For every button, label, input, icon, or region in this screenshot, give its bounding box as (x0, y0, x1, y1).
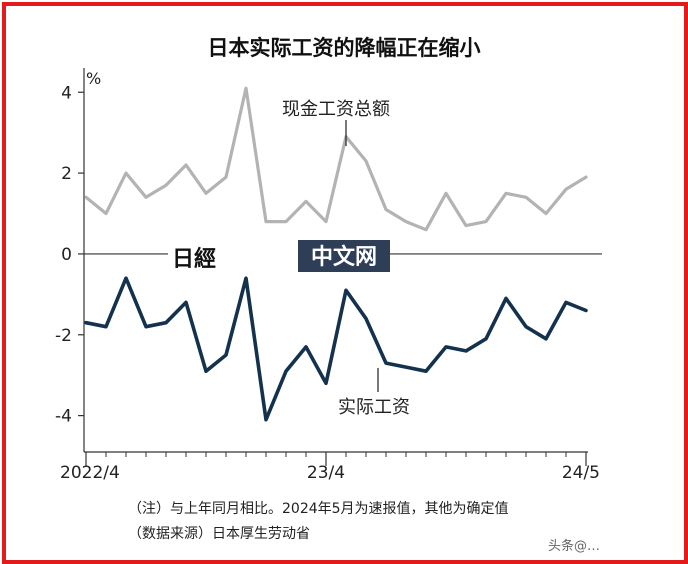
chart-title: 日本实际工资的降幅正在缩小 (208, 36, 481, 60)
logo: 日經 中文网 (168, 239, 390, 273)
series-line-real-wages (84, 276, 588, 422)
logo-cn-text: 中文网 (311, 244, 377, 270)
logo-badge (298, 240, 390, 272)
y-tick-label: -4 (55, 407, 72, 427)
note-line-1: （注）与上年同月相比。2024年5月为速报值，其他为确定值 (128, 501, 509, 517)
y-tick-label: 2 (61, 164, 72, 184)
series-lines (84, 86, 588, 422)
series-label-real-wages: 实际工资 (338, 397, 410, 418)
logo-jp-text: 日經 (172, 246, 216, 272)
axes: 4 2 0 -2 -4 2022/4 23/4 24/5 (55, 68, 602, 483)
series-line-cash-wages (84, 86, 588, 232)
series-label-cash-wages: 现金工资总额 (282, 99, 390, 120)
x-tick-label: 2022/4 (60, 463, 120, 483)
y-tick-label: 0 (61, 245, 72, 265)
y-unit-label: % (86, 69, 101, 88)
note-line-2: （数据来源）日本厚生劳动省 (128, 526, 310, 542)
watermark-text: 头条@… (548, 538, 600, 554)
y-tick-label: -2 (55, 326, 72, 346)
y-tick-label: 4 (61, 83, 72, 103)
x-tick-label: 24/5 (562, 463, 600, 483)
x-tick-label: 23/4 (307, 463, 345, 483)
